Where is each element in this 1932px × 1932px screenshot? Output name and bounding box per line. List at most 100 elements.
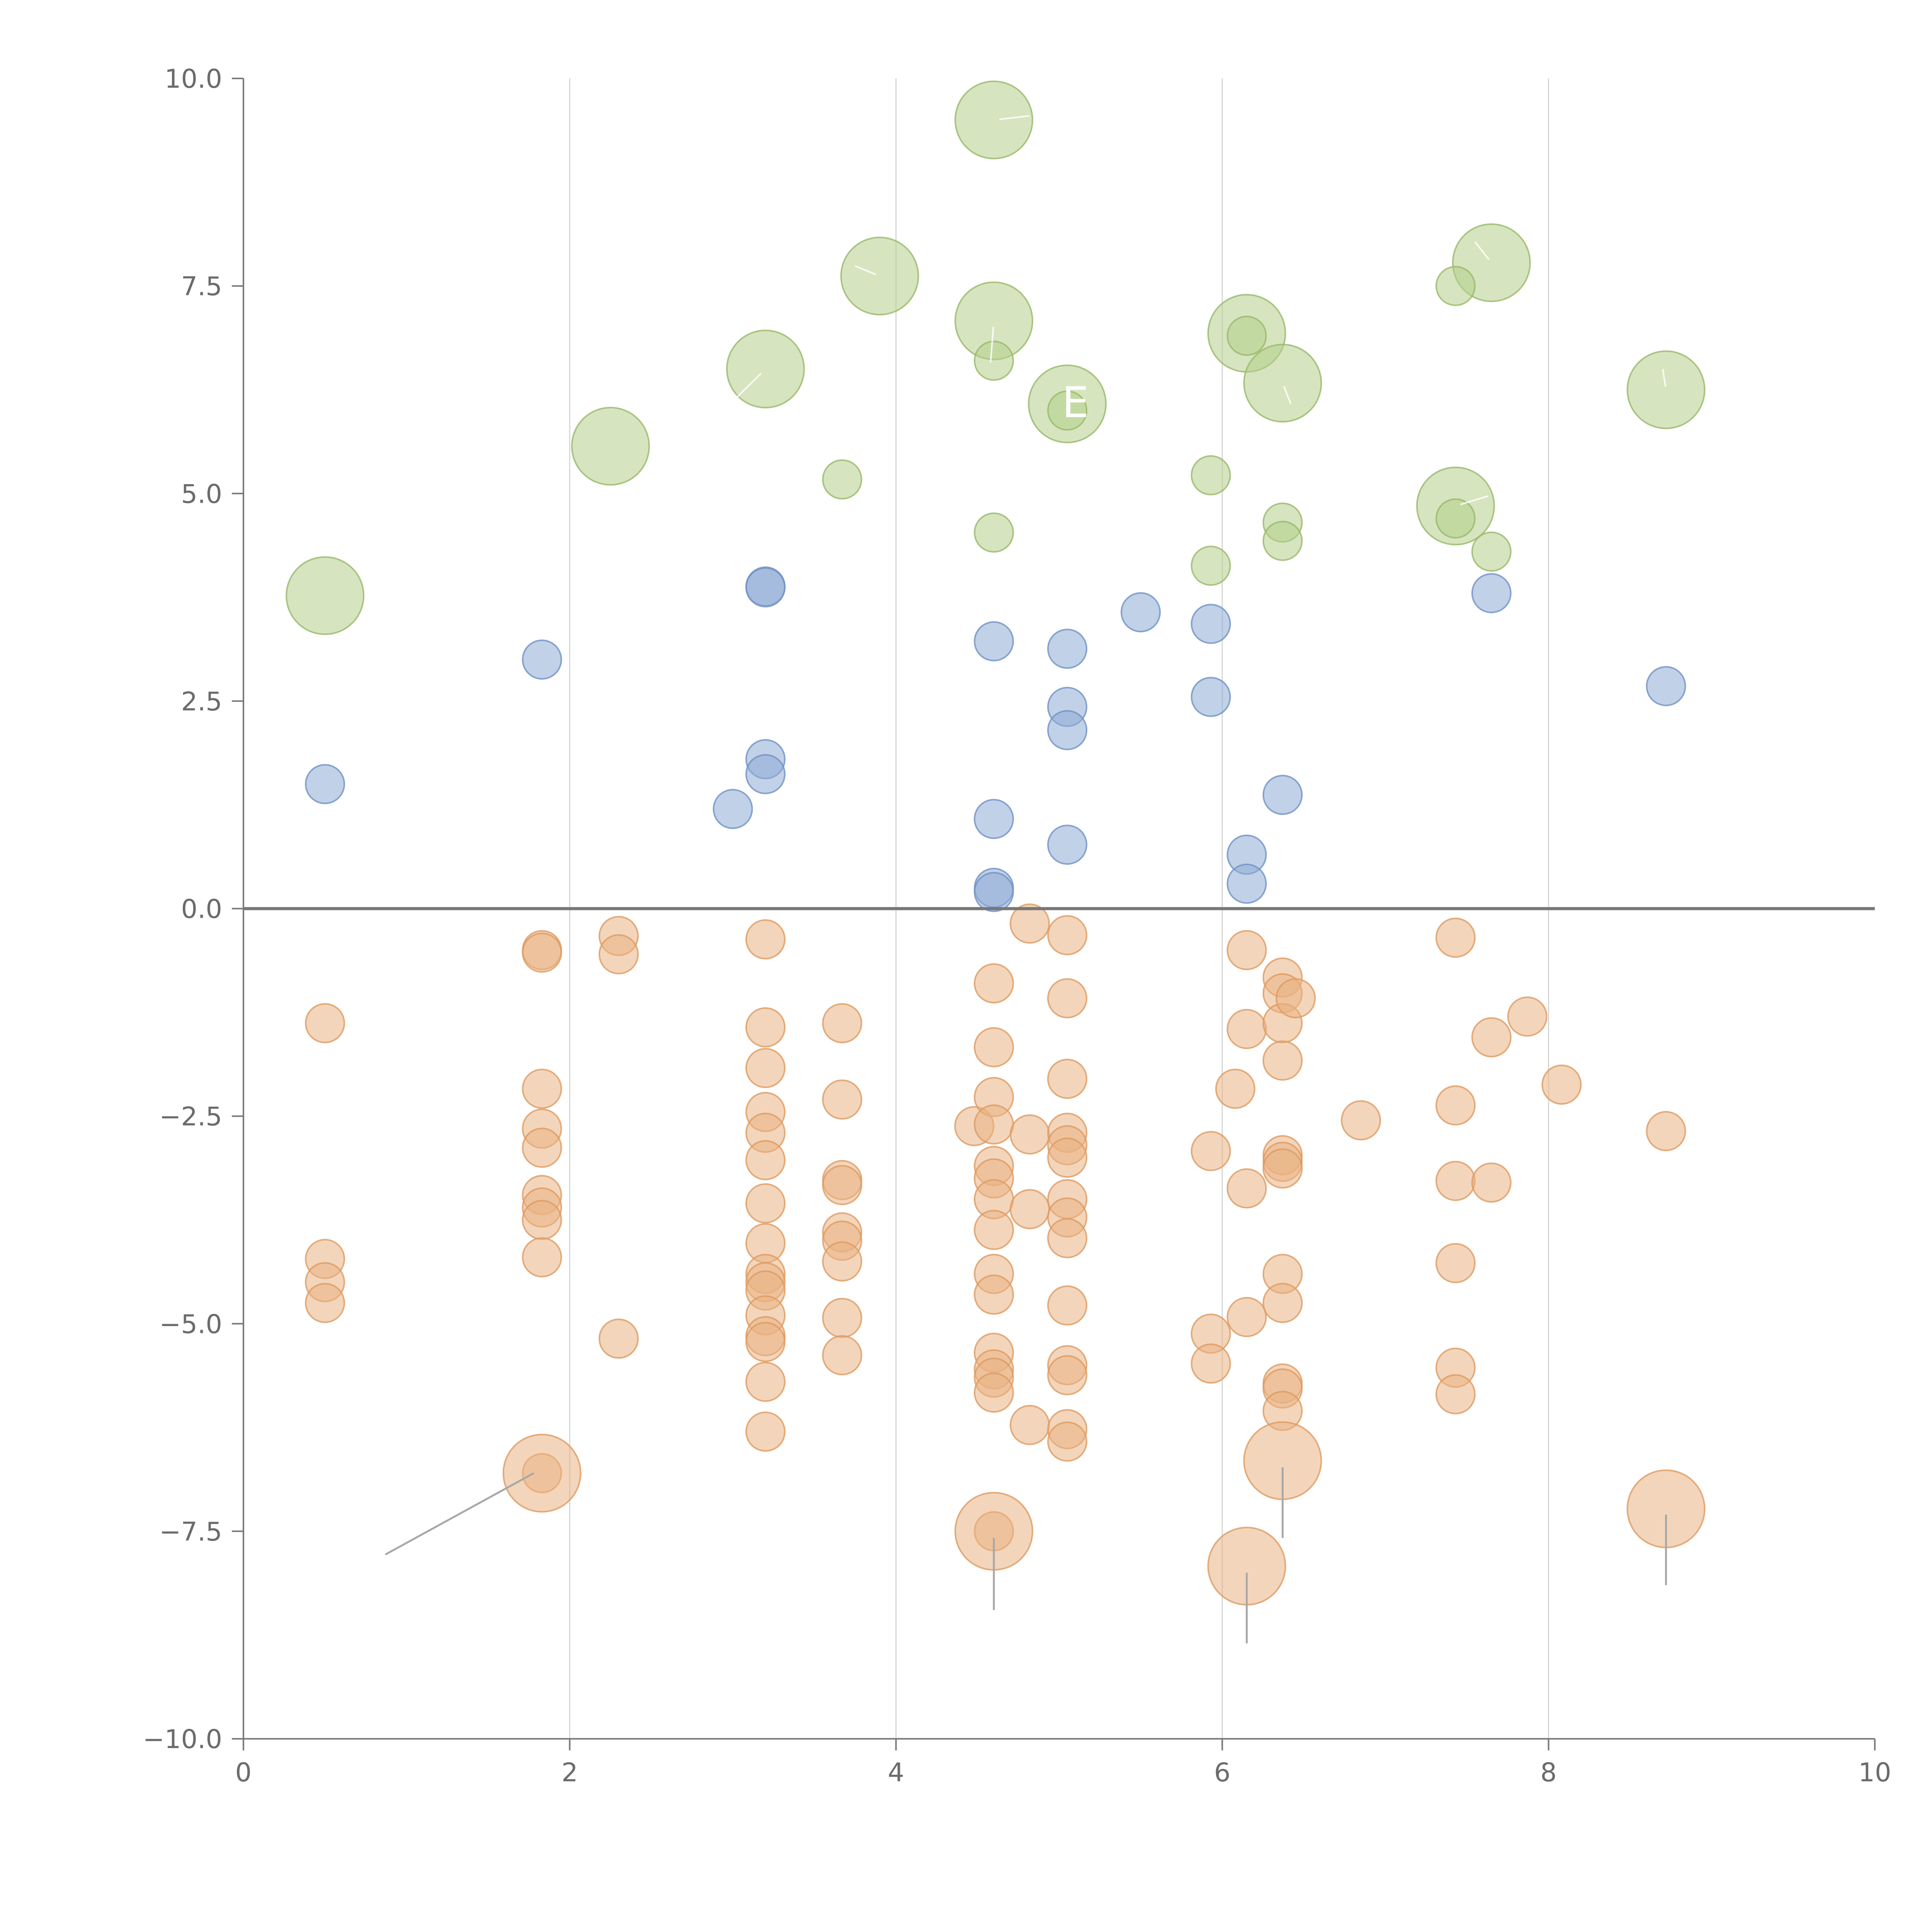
data-points xyxy=(286,80,1706,1606)
orange-point xyxy=(1435,1243,1476,1283)
orange-point xyxy=(745,919,786,959)
orange-point xyxy=(1047,1285,1088,1326)
orange-point xyxy=(974,1027,1014,1068)
orange-point xyxy=(822,1079,862,1120)
orange-point xyxy=(1215,1068,1255,1109)
orange-point xyxy=(1471,1162,1512,1203)
blue-point xyxy=(1471,573,1512,614)
orange-point xyxy=(1435,1085,1476,1126)
orange-point xyxy=(522,1068,562,1109)
y-tick-label: 0.0 xyxy=(181,894,222,924)
orange-point xyxy=(822,1165,862,1205)
orange-point xyxy=(974,1372,1014,1413)
large-green-label-leader xyxy=(1662,369,1667,387)
large-green-point xyxy=(286,556,365,635)
x-tick-label: 2 xyxy=(561,1757,578,1787)
axes: 0 2 4 6 8 10 10.0 7.5 5.0 2.5 0.0 −2.5 −5.0 −7.5 −10.0 xyxy=(143,64,1891,1787)
orange-point xyxy=(1047,915,1088,956)
orange-point xyxy=(599,934,639,975)
large-green-label-leader xyxy=(1460,495,1488,505)
orange-point xyxy=(1226,930,1267,970)
orange-point xyxy=(1190,1131,1231,1171)
blue-point xyxy=(1226,864,1267,904)
blue-point xyxy=(1047,825,1088,865)
blue-point xyxy=(745,754,786,794)
small-green-point xyxy=(1471,531,1512,572)
orange-point xyxy=(974,1209,1014,1250)
blue-point xyxy=(1121,592,1161,633)
small-green-point xyxy=(974,340,1014,381)
large-green-label-leader xyxy=(855,265,876,276)
orange-point xyxy=(745,1140,786,1180)
small-green-point xyxy=(1047,390,1088,431)
orange-point xyxy=(1435,917,1476,958)
large-green-label-leader xyxy=(990,327,994,362)
orange-point xyxy=(1226,1168,1267,1209)
x-tick-label: 10 xyxy=(1858,1757,1891,1787)
orange-point xyxy=(1646,1111,1686,1151)
blue-point xyxy=(1047,629,1088,669)
small-green-point xyxy=(1435,498,1476,539)
orange-point xyxy=(1262,1283,1303,1323)
orange-point xyxy=(522,1128,562,1168)
orange-point xyxy=(1226,1009,1267,1049)
orange-point xyxy=(522,1200,562,1240)
orange-point xyxy=(1010,903,1050,944)
large-orange-point xyxy=(502,1434,582,1513)
large-green-label-leader xyxy=(1283,386,1292,404)
y-tick-label: 10.0 xyxy=(165,64,222,94)
orange-point xyxy=(822,1241,862,1282)
orange-point xyxy=(1047,1058,1088,1099)
x-tick-label: 4 xyxy=(888,1757,904,1787)
orange-point xyxy=(1435,1161,1476,1201)
orange-point xyxy=(1226,1297,1267,1337)
blue-point xyxy=(522,639,562,680)
blue-point xyxy=(1047,710,1088,750)
y-tick-label: −7.5 xyxy=(159,1517,222,1547)
orange-point xyxy=(1047,978,1088,1019)
orange-point xyxy=(822,1003,862,1043)
leader-lines xyxy=(385,115,1667,1643)
large-green-point xyxy=(1626,350,1706,429)
x-tick-label: 6 xyxy=(1214,1757,1231,1787)
large-green-point xyxy=(840,236,919,316)
orange-point xyxy=(745,1362,786,1402)
blue-point xyxy=(1190,677,1231,717)
orange-point xyxy=(1471,1017,1512,1058)
orange-point xyxy=(822,1298,862,1338)
orange-point xyxy=(305,1283,345,1323)
large-green-point xyxy=(571,406,650,486)
small-green-point xyxy=(1190,455,1231,495)
y-tick-label: 5.0 xyxy=(181,479,222,509)
small-green-point xyxy=(1190,546,1231,586)
orange-point xyxy=(1190,1343,1231,1384)
orange-point xyxy=(305,1003,345,1043)
orange-point xyxy=(974,1274,1014,1315)
large-green-label-leader xyxy=(1475,242,1490,260)
small-green-point xyxy=(1262,520,1303,561)
small-green-point xyxy=(1435,266,1476,306)
x-tick-label: 8 xyxy=(1540,1757,1557,1787)
blue-point xyxy=(745,567,786,608)
orange-point xyxy=(745,1412,786,1452)
large-green-label-leader xyxy=(999,115,1030,120)
blue-point xyxy=(974,799,1014,839)
orange-point xyxy=(1262,1040,1303,1081)
large-green-label-leader xyxy=(735,372,762,399)
orange-point xyxy=(745,1007,786,1048)
orange-point xyxy=(745,1322,786,1362)
orange-point xyxy=(1262,1148,1303,1189)
orange-point xyxy=(1010,1189,1050,1230)
y-tick-label: −10.0 xyxy=(143,1724,222,1754)
orange-point xyxy=(822,1335,862,1376)
orange-point xyxy=(974,1104,1014,1145)
blue-point xyxy=(1190,604,1231,644)
y-tick-label: −5.0 xyxy=(159,1309,222,1339)
large-green-point xyxy=(1243,344,1322,423)
orange-point xyxy=(1276,978,1316,1019)
orange-point xyxy=(745,1183,786,1224)
orange-point xyxy=(1507,996,1548,1037)
y-tick-label: 7.5 xyxy=(181,271,222,301)
blue-point xyxy=(974,872,1014,912)
